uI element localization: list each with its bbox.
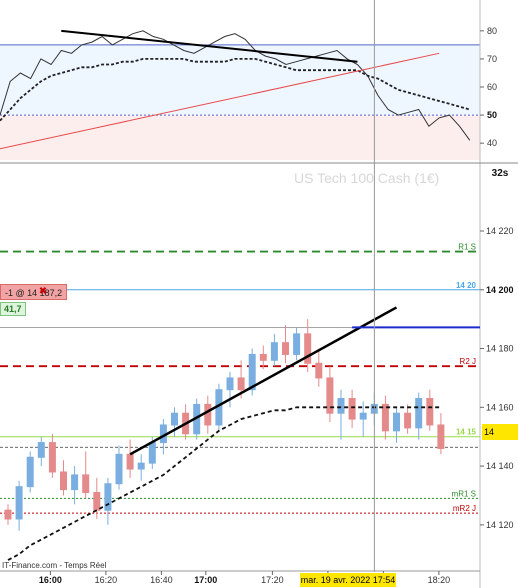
time-tick-label: 18:20: [428, 575, 451, 585]
data-source-label: IT-Finance.com - Temps Réel: [2, 561, 107, 570]
overbought-zone: [0, 44, 480, 116]
level-label: 14 15: [456, 428, 477, 437]
osc-tick-label: 60: [487, 82, 497, 92]
crosshair-time-tag: mar. 19 avr. 2022 17:54: [300, 573, 396, 587]
candle-body: [93, 492, 101, 511]
price-tick-label: 14 200: [486, 285, 514, 295]
candle-body: [60, 471, 67, 491]
osc-tick-label: 40: [487, 138, 497, 148]
candle-body: [71, 474, 79, 491]
price-tick-label: 14 140: [486, 461, 514, 471]
candle-body: [126, 453, 134, 470]
osc-trendline-resistance: [61, 29, 358, 63]
candle-body: [248, 353, 256, 391]
price-overlays: [7, 0, 480, 572]
level-label: R2 J: [460, 357, 476, 366]
time-tick-label: 16:00: [39, 575, 62, 585]
candle-body: [404, 412, 412, 429]
candle-body: [15, 486, 23, 520]
osc-trendline-support: [0, 52, 440, 150]
level-label: mR1 S: [452, 489, 476, 498]
candle-body: [437, 424, 445, 449]
time-tick-label: 17:20: [261, 575, 284, 585]
bar-countdown-timer: 32s: [491, 168, 509, 179]
candle-body: [137, 462, 145, 470]
moving-average-line: [7, 406, 441, 561]
close-icon[interactable]: ✖: [38, 286, 48, 297]
oscillator-series: [0, 29, 471, 150]
oscillator-axis: 80 70 60 50 40: [480, 26, 497, 148]
oscillator-line: [0, 30, 471, 141]
candle-body: [82, 474, 90, 494]
candle-body: [171, 412, 178, 426]
last-price-tag: 14 146,4: [482, 424, 518, 440]
time-tick-label: 17:00: [194, 575, 217, 585]
price-levels: R1 S 14 20 R2 J 14 15 mR1 S mR2 J: [0, 243, 480, 514]
price-trendline: [129, 306, 398, 456]
instrument-title: US Tech 100 Cash (1€): [294, 170, 439, 186]
osc-tick-label: 50: [487, 110, 497, 120]
candle-body: [26, 456, 34, 488]
candles: [4, 319, 445, 531]
time-tick-label: 16:20: [95, 575, 118, 585]
candle-body: [348, 398, 356, 420]
level-label: R1 S: [458, 243, 476, 252]
candle-body: [304, 333, 312, 364]
level-label: 14 20: [456, 281, 477, 290]
oscillator-signal-line: [0, 58, 471, 122]
candle-body: [48, 442, 56, 473]
candle-body: [359, 412, 367, 420]
candle-body: [282, 342, 289, 355]
osc-tick-label: 80: [487, 26, 497, 36]
candle-body: [226, 377, 234, 391]
candle-body: [337, 398, 345, 414]
candle-body: [204, 403, 212, 426]
candle-body: [315, 362, 323, 379]
price-tick-label: 14 180: [486, 344, 514, 354]
candle-body: [270, 342, 278, 361]
candle-body: [104, 483, 112, 511]
price-tick-label: 14 120: [486, 520, 514, 530]
candle-body: [259, 353, 267, 361]
time-tick-label: 16:40: [150, 575, 173, 585]
candle-body: [4, 509, 12, 520]
candle-body: [237, 377, 245, 391]
price-tick-label: 14 160: [486, 402, 514, 412]
oscillator-panel: [0, 0, 481, 588]
price-axis: 14 220 14 200 14 180 14 160 14 140 14 120: [480, 226, 514, 530]
candle-body: [148, 442, 156, 464]
candle-body: [415, 398, 423, 429]
candle-body: [393, 412, 400, 432]
osc-tick-label: 70: [487, 54, 497, 64]
level-label: mR2 J: [453, 504, 476, 513]
candle-body: [115, 453, 123, 485]
price-tick-label: 14 220: [486, 226, 514, 236]
candle-body: [37, 442, 45, 458]
order-position-tag[interactable]: -1 @ 14 187,2: [0, 284, 68, 300]
oversold-zone: [0, 115, 480, 160]
candle-body: [326, 377, 334, 414]
candle-body: [426, 398, 434, 426]
candle-body: [381, 403, 389, 432]
candle-body: [293, 333, 301, 355]
order-pnl-badge: 41,7: [0, 302, 26, 316]
